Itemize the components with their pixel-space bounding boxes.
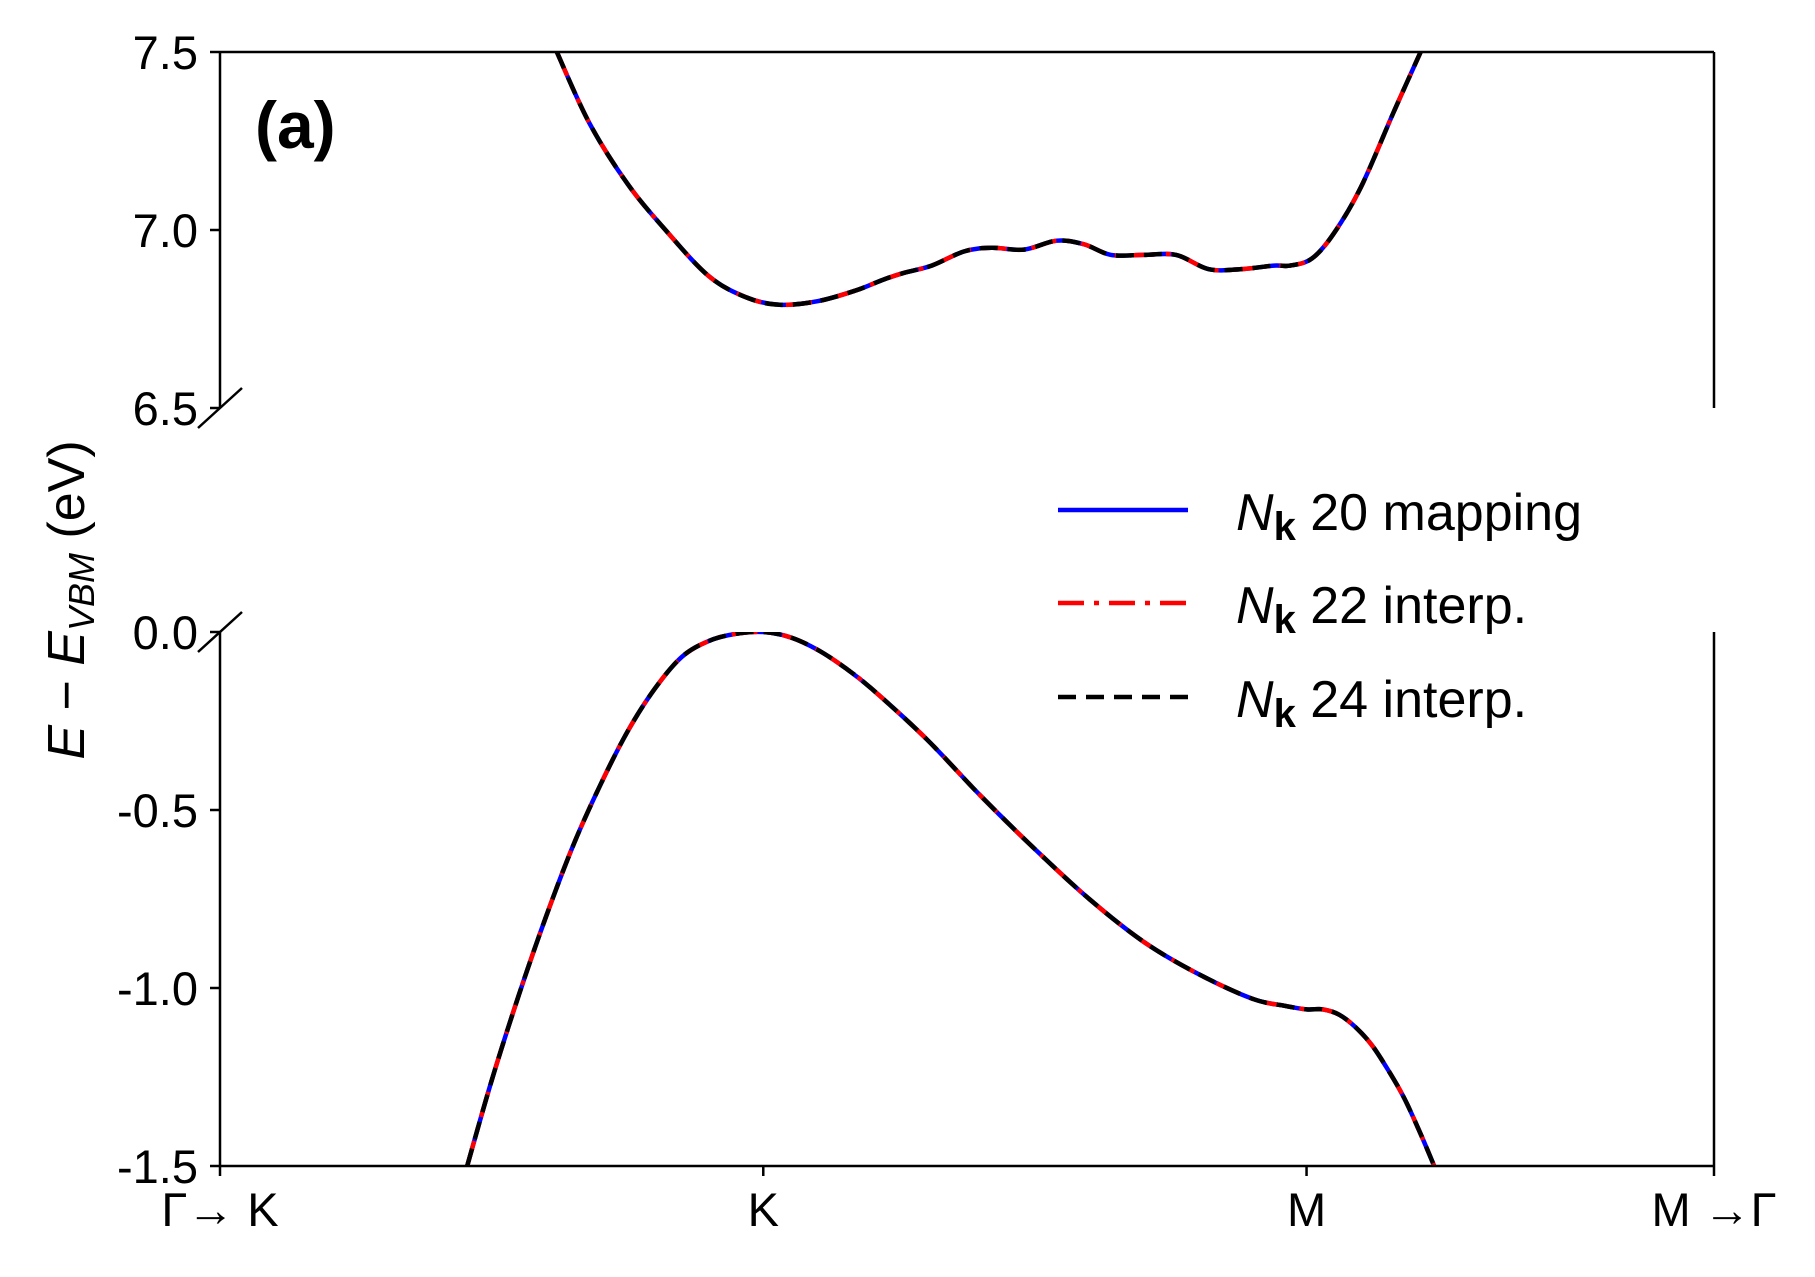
upper-y-tick-label-2: 7.5: [133, 26, 198, 79]
upper-panel: 6.5 7.0 7.5 (a): [133, 26, 1716, 435]
legend-label-0: Nk 20 mapping: [1236, 484, 1582, 549]
lower-y-ticks: -1.5 -1.0 -0.5 0.0: [117, 606, 220, 1193]
valence-band-curves: [465, 632, 1437, 1166]
axis-break-marks: [197, 387, 243, 653]
x-tick-label-0: Γ→ K: [161, 1183, 278, 1236]
legend-label-2: Nk 24 interp.: [1236, 671, 1527, 736]
upper-y-tick-label-0: 6.5: [133, 382, 198, 435]
y-axis-label-main: E: [38, 724, 96, 760]
y-axis-label-subscript: VBM: [61, 553, 102, 631]
legend-entry-0: Nk 20 mapping: [1058, 484, 1582, 549]
x-tick-label-1: K: [748, 1183, 779, 1236]
legend-entry-2: Nk 24 interp.: [1058, 671, 1527, 736]
conduction-band-series-1: [554, 52, 1423, 308]
lower-y-tick-label-3: 0.0: [133, 606, 198, 659]
lower-y-tick-label-1: -1.0: [117, 962, 198, 1015]
conduction-band-curves: [554, 52, 1423, 308]
legend-label-1: Nk 22 interp.: [1236, 577, 1527, 642]
y-axis-label-minus: −: [38, 666, 96, 725]
break-mark-upper: [197, 387, 243, 429]
x-tick-label-2: M: [1287, 1183, 1326, 1236]
upper-y-tick-label-1: 7.0: [133, 204, 198, 257]
lower-axes: [218, 632, 1716, 1168]
conduction-band-series-2: [554, 52, 1423, 308]
panel-label: (a): [255, 88, 336, 162]
legend: Nk 20 mapping Nk 22 interp. Nk 24 interp…: [1058, 484, 1582, 736]
break-mark-lower: [197, 611, 243, 653]
legend-entry-1: Nk 22 interp.: [1058, 577, 1527, 642]
lower-y-tick-label-0: -1.5: [117, 1140, 198, 1193]
y-axis-label: E − EVBM (eV): [38, 440, 102, 759]
lower-y-tick-label-2: -0.5: [117, 784, 198, 837]
valence-band-series-2: [465, 632, 1437, 1166]
y-axis-label-unit: (eV): [38, 440, 96, 553]
x-tick-label-3: M →Γ: [1651, 1183, 1776, 1236]
upper-y-ticks: 6.5 7.0 7.5: [133, 26, 220, 435]
x-ticks: Γ→ K K M M →Γ: [161, 1166, 1777, 1236]
y-axis-label-sub-main: E: [38, 630, 96, 666]
lower-panel: -1.5 -1.0 -0.5 0.0 Γ→ K K M M →Γ: [117, 606, 1777, 1236]
